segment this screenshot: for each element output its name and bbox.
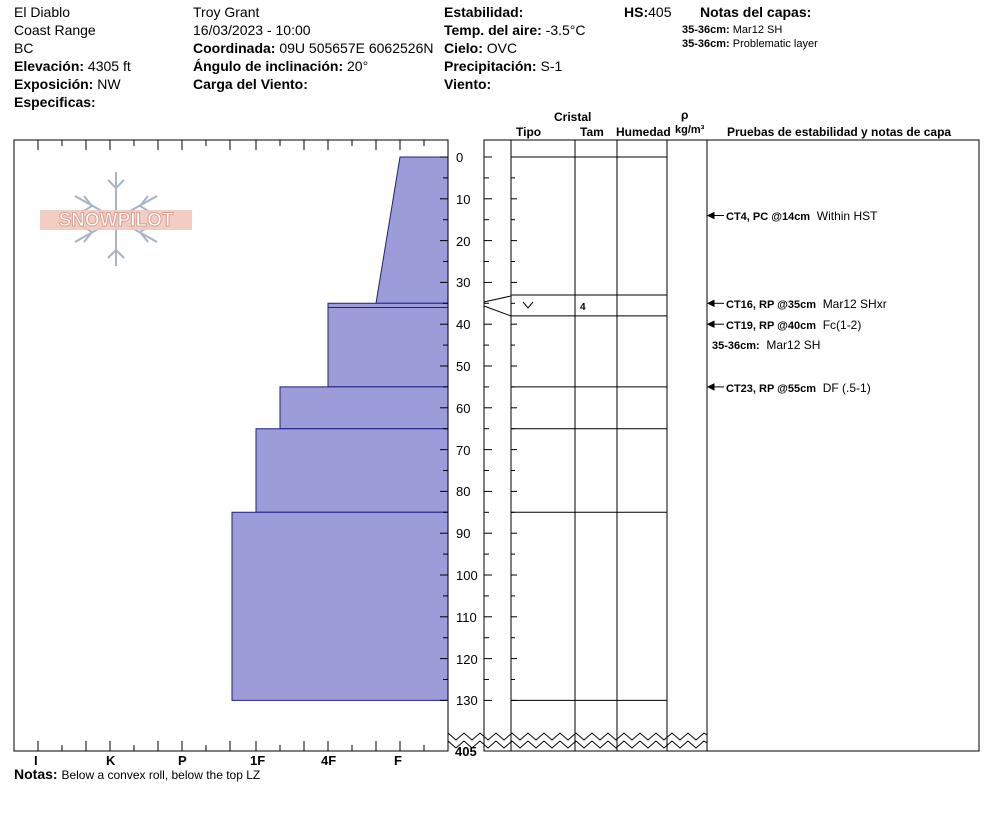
wind-load-label: Carga del Viento: xyxy=(193,76,308,92)
wind-label: Viento: xyxy=(444,76,492,92)
test-note-4: CT23, RP @55cm DF (.5-1) xyxy=(726,381,871,395)
hardness-label-i: I xyxy=(34,753,38,768)
layer-connector-bottom xyxy=(483,305,512,317)
depth-label: 80 xyxy=(456,484,471,500)
layer-connector-top xyxy=(483,295,512,303)
hardness-label-4f: 4F xyxy=(321,753,337,768)
snowpilot-logo: SNOWPILOT xyxy=(40,172,192,266)
profile-layer-0 xyxy=(375,156,449,304)
stability-label: Estabilidad: xyxy=(444,4,524,20)
range-name: Coast Range xyxy=(14,22,96,38)
elevation: Elevación: 4305 ft xyxy=(14,58,131,74)
observer-name: Troy Grant xyxy=(193,4,260,20)
layer-notes-title: Notas del capas: xyxy=(700,4,812,20)
test-arrow-head xyxy=(706,211,715,220)
depth-ticks xyxy=(440,156,517,701)
depth-label: 130 xyxy=(456,693,478,709)
profile-layer-5 xyxy=(231,511,449,701)
hardness-graph-frame xyxy=(13,139,449,752)
snow-height: HS:405 xyxy=(624,4,672,20)
test-note-3: CT19, RP @40cm Fc(1-2) xyxy=(726,318,862,332)
test-arrow-head xyxy=(706,320,715,329)
profile-layer-3 xyxy=(279,386,449,430)
surface-hoar-icon xyxy=(522,301,534,309)
precipitation: Precipitación: S-1 xyxy=(444,58,563,74)
depth-label: 30 xyxy=(456,275,471,291)
profile-layer-2 xyxy=(327,306,449,388)
test-arrows xyxy=(706,211,724,391)
test-note-2: CT16, RP @35cm Mar12 SHxr xyxy=(726,297,887,311)
layer-note-1: 35-36cm: Mar12 SH xyxy=(682,24,783,36)
test-note-1: CT4, PC @14cm Within HST xyxy=(726,209,878,223)
slope-angle: Ángulo de inclinación: 20° xyxy=(193,58,369,74)
hardness-profile xyxy=(231,156,449,701)
size-header: Tam xyxy=(580,125,604,139)
table-column-lines xyxy=(510,140,708,751)
profile-layer-4 xyxy=(255,428,449,513)
hardness-label-k: K xyxy=(106,753,116,768)
layer-boundaries xyxy=(511,156,667,701)
depth-label: 50 xyxy=(456,359,471,374)
air-temperature: Temp. del aire: -3.5°C xyxy=(444,22,586,38)
depth-label: 120 xyxy=(456,651,478,667)
location-name: El Diablo xyxy=(14,4,71,20)
logo-text: SNOWPILOT xyxy=(58,210,173,231)
depth-label: 100 xyxy=(456,568,478,583)
depth-label: 70 xyxy=(456,442,471,458)
density-rho-header: ρ xyxy=(681,108,689,122)
density-unit-header: kg/m³ xyxy=(675,124,705,136)
profile-layer-1 xyxy=(327,302,449,308)
hardness-label-p: P xyxy=(178,753,187,768)
depth-label: 10 xyxy=(456,191,471,207)
footer-notes: Notas: Below a convex roll, below the to… xyxy=(14,766,261,782)
layer-table-frame xyxy=(483,139,980,752)
moisture-header: Humedad xyxy=(616,125,671,139)
depth-label: 20 xyxy=(456,233,471,249)
depth-label: 40 xyxy=(456,317,471,333)
depth-bottom-label: 405 xyxy=(455,744,477,759)
crystal-header: Cristal xyxy=(554,110,592,124)
test-arrow-head xyxy=(706,383,715,391)
hardness-label-f: F xyxy=(394,753,402,768)
depth-label: 0 xyxy=(456,150,464,165)
crystal-size-value: 4 xyxy=(580,302,586,313)
hardness-label-1f: 1F xyxy=(250,753,266,768)
depth-label: 90 xyxy=(456,526,471,542)
specifics-label: Especificas: xyxy=(14,94,96,110)
layer-note-inline: 35-36cm: Mar12 SH xyxy=(712,338,821,352)
date-time: 16/03/2023 - 10:00 xyxy=(193,22,311,38)
exposure: Exposición: NW xyxy=(14,76,121,92)
test-arrow-head xyxy=(706,299,715,308)
depth-break-zigzag xyxy=(447,732,708,749)
province: BC xyxy=(14,40,34,56)
depth-label: 110 xyxy=(456,609,477,625)
layer-note-2: 35-36cm: Problematic layer xyxy=(682,38,818,50)
hardness-ticks xyxy=(13,140,425,751)
depth-label: 60 xyxy=(456,400,471,416)
tests-header: Pruebas de estabilidad y notas de capa xyxy=(727,125,952,139)
coordinate: Coordinada: 09U 505657E 6062526N xyxy=(193,40,434,56)
sky-condition: Cielo: OVC xyxy=(444,40,518,57)
type-header: Tipo xyxy=(516,125,542,139)
